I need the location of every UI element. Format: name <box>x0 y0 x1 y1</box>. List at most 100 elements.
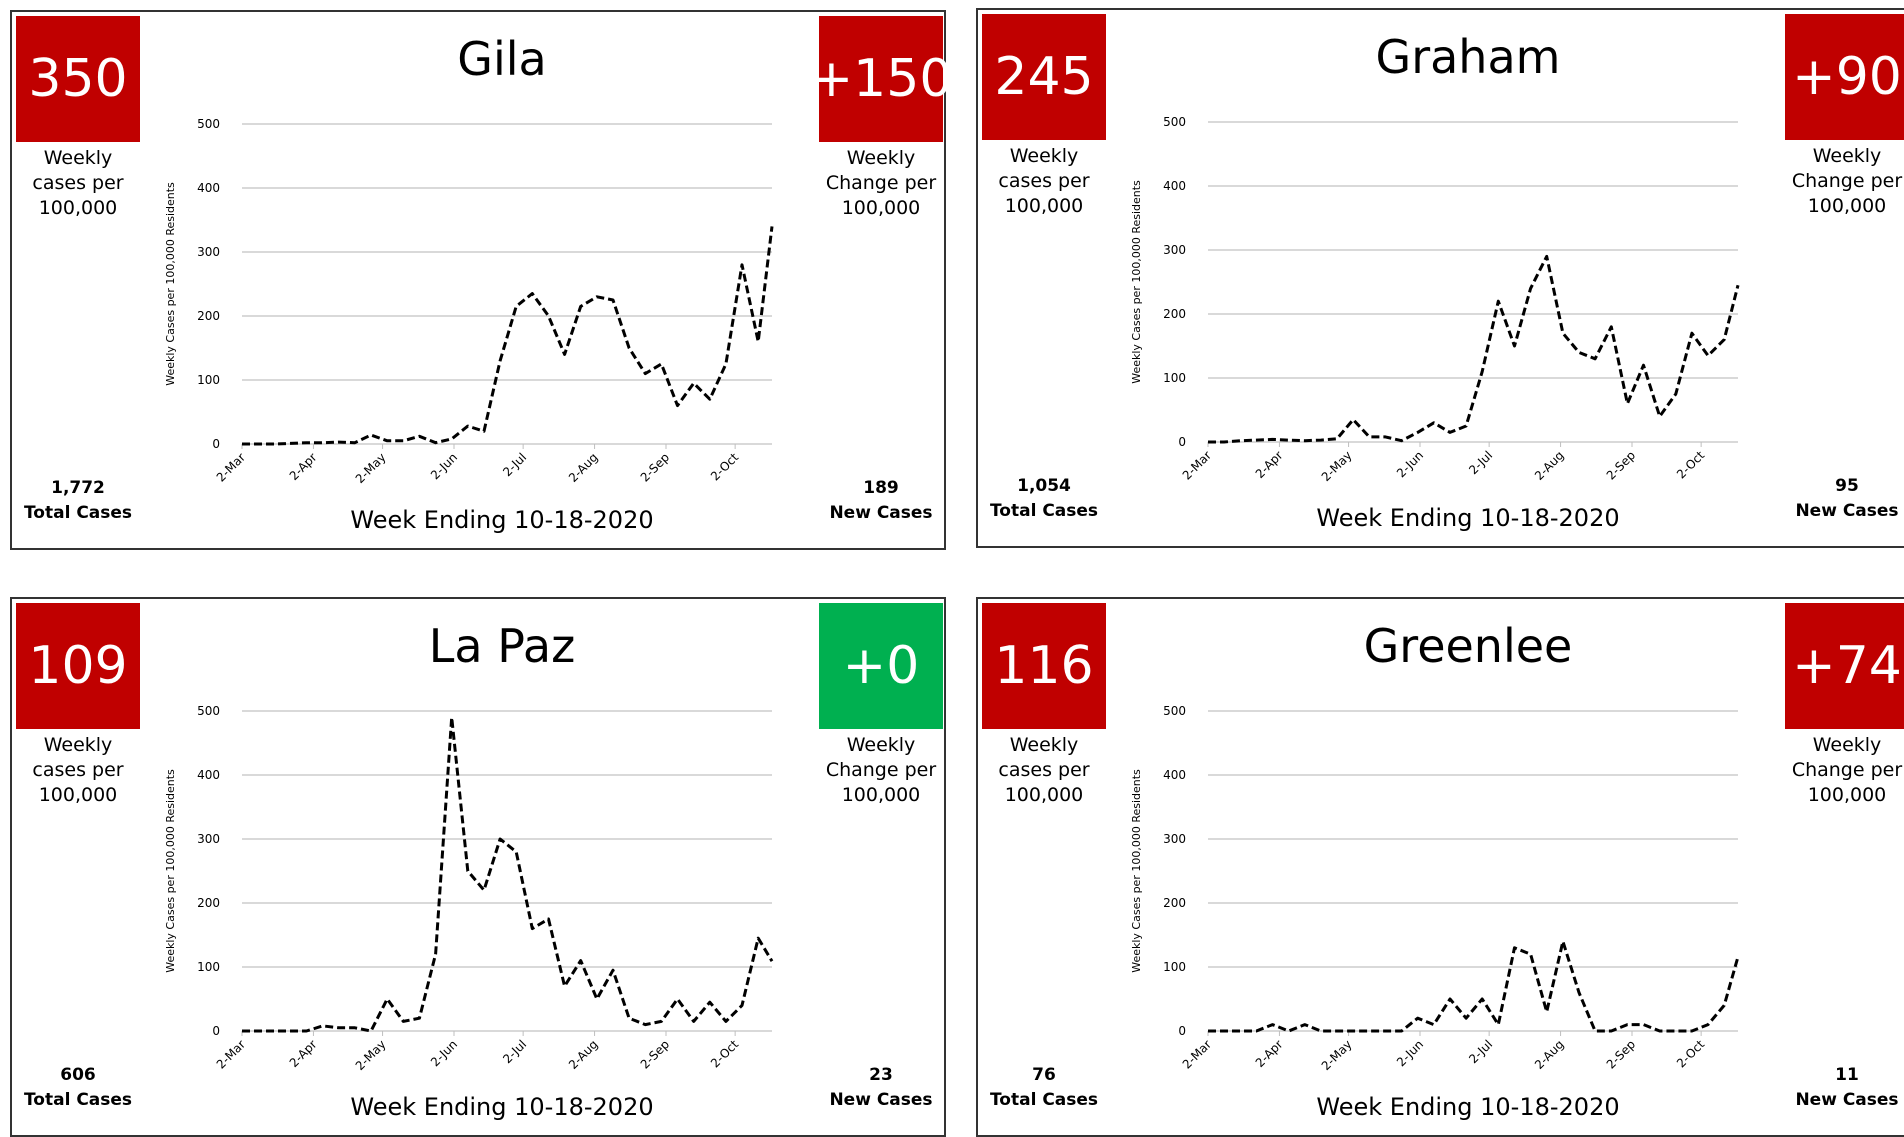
weekly-change: +150 <box>810 16 952 142</box>
weekly-change-label: Weekly Change per 100,000 <box>825 147 937 219</box>
total-cases-label: Total Cases <box>989 501 1099 521</box>
y-tick-label: 300 <box>197 245 220 259</box>
total-cases-label: Total Cases <box>23 1090 133 1110</box>
total-cases: 606 <box>60 1065 96 1085</box>
x-tick-label: 2-Apr <box>287 1037 320 1070</box>
new-cases-label: New Cases <box>1795 501 1899 521</box>
weekly-rate: 116 <box>982 603 1106 729</box>
y-tick-label: 100 <box>197 960 220 974</box>
x-tick-label: 2-Sep <box>1604 448 1638 482</box>
y-tick-label: 300 <box>1163 832 1186 846</box>
chart: Weekly Cases per 100,000 Residents 0 100 20… <box>1130 704 1740 1073</box>
total-cases: 1,054 <box>1017 476 1071 496</box>
y-tick-label: 100 <box>1163 960 1186 974</box>
weekly-rate-label: Weekly cases per 100,000 <box>32 734 124 806</box>
x-tick-label: 2-Apr <box>1253 1037 1286 1070</box>
title: Gila <box>457 32 547 86</box>
x-tick-label: 2-Jul <box>1466 1037 1495 1066</box>
x-tick-label: 2-Jun <box>428 450 460 482</box>
chart: Weekly Cases per 100,000 Residents 0 100 20… <box>1130 115 1740 484</box>
y-tick-label: 500 <box>197 704 220 718</box>
y-tick-label: 200 <box>1163 896 1186 910</box>
series-line <box>1208 939 1740 1033</box>
chart: Weekly Cases per 100,000 Residents 0 100 20… <box>164 704 774 1073</box>
y-tick-label: 400 <box>1163 179 1186 193</box>
weekly-change-label: Weekly Change per 100,000 <box>1791 145 1903 217</box>
y-tick-label: 0 <box>1178 1024 1186 1038</box>
weekly-rate-label: Weekly cases per 100,000 <box>32 147 124 219</box>
weekly-rate-label: Weekly cases per 100,000 <box>998 734 1090 806</box>
x-tick-label: 2-Oct <box>1674 448 1707 481</box>
y-tick-label: 500 <box>1163 115 1186 129</box>
weekly-change: +0 <box>819 603 943 729</box>
new-cases-label: New Cases <box>1795 1090 1899 1110</box>
new-cases: 189 <box>863 478 899 498</box>
new-cases: 11 <box>1835 1065 1859 1085</box>
x-tick-label: 2-Aug <box>566 1037 601 1072</box>
weekly-rate-label: Weekly cases per 100,000 <box>998 145 1090 217</box>
chart: Weekly Cases per 100,000 Residents 0 100 20… <box>164 117 774 486</box>
new-cases: 95 <box>1835 476 1859 496</box>
y-axis-label: Weekly Cases per 100,000 Residents <box>164 769 177 973</box>
x-tick-label: 2-Aug <box>566 450 601 485</box>
title: La Paz <box>428 619 576 673</box>
y-tick-label: 0 <box>212 1024 220 1038</box>
y-tick-label: 200 <box>1163 307 1186 321</box>
title: Greenlee <box>1363 619 1573 673</box>
title: Graham <box>1375 30 1561 84</box>
weekly-change-label: Weekly Change per 100,000 <box>825 734 937 806</box>
x-tick-label: 2-Mar <box>214 450 248 484</box>
panel: 245 Weekly cases per 100,000 +90 Weekly Cha… <box>976 8 1904 548</box>
series-line <box>242 715 774 1033</box>
y-tick-label: 400 <box>197 181 220 195</box>
panel: 350 Weekly cases per 100,000 +150 Weekly Ch… <box>10 10 952 550</box>
x-tick-label: 2-Jul <box>1466 448 1495 477</box>
y-axis-label: Weekly Cases per 100,000 Residents <box>1130 180 1143 384</box>
x-tick-label: 2-Jun <box>1394 448 1426 480</box>
x-tick-label: 2-Aug <box>1532 448 1567 483</box>
y-tick-label: 400 <box>1163 768 1186 782</box>
footer: Week Ending 10-18-2020 <box>1316 1093 1620 1121</box>
panel: 109 Weekly cases per 100,000 +0 Weekly Chan… <box>10 597 946 1137</box>
x-tick-label: 2-Jul <box>500 1037 529 1066</box>
y-tick-label: 200 <box>197 896 220 910</box>
x-tick-label: 2-Mar <box>1180 1037 1214 1071</box>
weekly-change-label: Weekly Change per 100,000 <box>1791 734 1903 806</box>
x-tick-label: 2-Aug <box>1532 1037 1567 1072</box>
x-tick-label: 2-Jul <box>500 450 529 479</box>
total-cases-label: Total Cases <box>23 503 133 523</box>
panel: 116 Weekly cases per 100,000 +74 Weekly Cha… <box>976 597 1904 1137</box>
weekly-rate: 109 <box>16 603 140 729</box>
weekly-rate: 245 <box>982 14 1106 140</box>
total-cases: 76 <box>1032 1065 1056 1085</box>
y-tick-label: 500 <box>197 117 220 131</box>
total-cases: 1,772 <box>51 478 105 498</box>
x-tick-label: 2-Jun <box>428 1037 460 1069</box>
series-line <box>1208 254 1740 444</box>
new-cases-label: New Cases <box>829 503 933 523</box>
x-tick-label: 2-May <box>1319 1037 1355 1073</box>
y-tick-label: 200 <box>197 309 220 323</box>
new-cases: 23 <box>869 1065 893 1085</box>
footer: Week Ending 10-18-2020 <box>1316 504 1620 532</box>
y-tick-label: 100 <box>197 373 220 387</box>
x-tick-label: 2-Sep <box>1604 1037 1638 1071</box>
y-tick-label: 0 <box>212 437 220 451</box>
footer: Week Ending 10-18-2020 <box>350 1093 654 1121</box>
weekly-change: +90 <box>1785 14 1904 140</box>
x-tick-label: 2-Apr <box>1253 448 1286 481</box>
x-tick-label: 2-Sep <box>638 1037 672 1071</box>
x-tick-label: 2-Mar <box>214 1037 248 1071</box>
x-tick-label: 2-Jun <box>1394 1037 1426 1069</box>
weekly-rate: 350 <box>16 16 140 142</box>
x-tick-label: 2-May <box>353 450 389 486</box>
x-tick-label: 2-Oct <box>1674 1037 1707 1070</box>
y-tick-label: 500 <box>1163 704 1186 718</box>
y-tick-label: 0 <box>1178 435 1186 449</box>
y-axis-label: Weekly Cases per 100,000 Residents <box>164 182 177 386</box>
x-tick-label: 2-Apr <box>287 450 320 483</box>
new-cases-label: New Cases <box>829 1090 933 1110</box>
x-tick-label: 2-Sep <box>638 450 672 484</box>
y-tick-label: 100 <box>1163 371 1186 385</box>
